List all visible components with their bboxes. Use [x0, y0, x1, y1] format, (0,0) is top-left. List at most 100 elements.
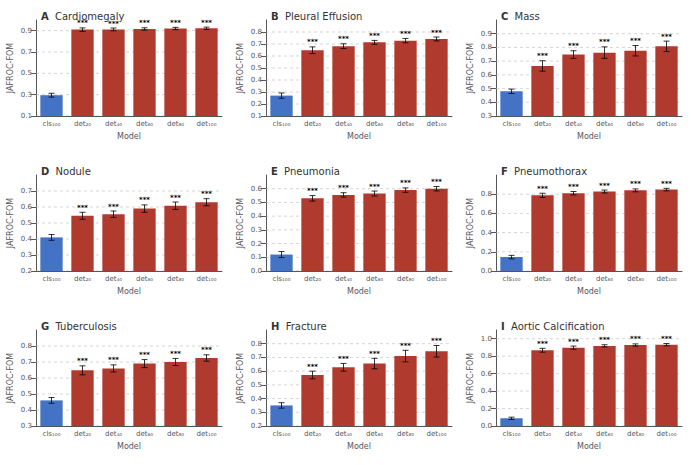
- svg-text:***: ***: [400, 342, 411, 350]
- svg-text:0.6: 0.6: [481, 209, 493, 217]
- svg-text:Pneumonia: Pneumonia: [284, 166, 340, 177]
- svg-text:det₄₀: det₄₀: [565, 430, 582, 438]
- svg-text:***: ***: [599, 182, 610, 190]
- svg-text:cls₁₀₀: cls₁₀₀: [503, 430, 521, 438]
- svg-text:det₄₀: det₄₀: [105, 275, 122, 283]
- svg-text:JAFROC-FOM: JAFROC-FOM: [466, 353, 475, 405]
- svg-text:det₂₀: det₂₀: [304, 120, 321, 128]
- svg-text:***: ***: [661, 33, 672, 41]
- svg-text:det₁₀₀: det₁₀₀: [427, 430, 447, 438]
- svg-text:0.4: 0.4: [21, 235, 33, 243]
- svg-text:***: ***: [431, 337, 442, 345]
- svg-text:***: ***: [537, 340, 548, 348]
- svg-text:Model: Model: [577, 132, 601, 141]
- svg-text:0.8: 0.8: [481, 352, 492, 360]
- svg-text:0.4: 0.4: [251, 212, 263, 220]
- svg-text:***: ***: [369, 350, 380, 358]
- svg-text:0.8: 0.8: [21, 342, 32, 350]
- svg-text:JAFROC-FOM: JAFROC-FOM: [6, 353, 15, 405]
- svg-text:det₈₀: det₈₀: [167, 275, 184, 283]
- svg-text:det₈₀: det₈₀: [627, 120, 644, 128]
- svg-text:det₈₀: det₈₀: [397, 120, 414, 128]
- svg-text:C: C: [501, 11, 508, 22]
- svg-text:***: ***: [307, 363, 318, 371]
- svg-text:0.6: 0.6: [481, 71, 493, 79]
- svg-text:cls₁₀₀: cls₁₀₀: [273, 275, 291, 283]
- svg-text:***: ***: [139, 351, 150, 359]
- svg-text:0.4: 0.4: [21, 406, 33, 414]
- svg-text:***: ***: [568, 183, 579, 191]
- svg-text:***: ***: [599, 38, 610, 46]
- svg-text:Nodule: Nodule: [56, 166, 91, 177]
- svg-text:0.6: 0.6: [251, 52, 263, 60]
- svg-text:***: ***: [170, 19, 181, 27]
- svg-text:0.4: 0.4: [481, 98, 493, 106]
- svg-text:JAFROC-FOM: JAFROC-FOM: [236, 198, 245, 250]
- svg-text:***: ***: [139, 196, 150, 204]
- svg-text:det₄₀: det₄₀: [335, 275, 352, 283]
- svg-text:0.0: 0.0: [251, 267, 262, 275]
- svg-text:0.8: 0.8: [481, 43, 492, 51]
- svg-text:F: F: [501, 166, 508, 177]
- svg-text:cls₁₀₀: cls₁₀₀: [273, 430, 291, 438]
- svg-text:***: ***: [630, 335, 641, 343]
- svg-text:det₈₀: det₈₀: [167, 430, 184, 438]
- svg-text:***: ***: [630, 37, 641, 45]
- svg-text:Model: Model: [347, 442, 371, 451]
- svg-text:det₆₀: det₆₀: [366, 120, 383, 128]
- svg-text:det₁₀₀: det₁₀₀: [657, 275, 677, 283]
- svg-text:cls₁₀₀: cls₁₀₀: [503, 120, 521, 128]
- svg-text:***: ***: [77, 357, 88, 365]
- svg-text:***: ***: [338, 355, 349, 363]
- svg-text:G: G: [41, 321, 49, 332]
- svg-text:D: D: [41, 166, 49, 177]
- svg-text:0.7: 0.7: [251, 40, 262, 48]
- svg-text:det₆₀: det₆₀: [136, 430, 153, 438]
- svg-text:Model: Model: [577, 442, 601, 451]
- svg-text:det₈₀: det₈₀: [627, 275, 644, 283]
- svg-text:***: ***: [661, 335, 672, 343]
- svg-text:0.1: 0.1: [21, 112, 32, 120]
- svg-text:0.3: 0.3: [251, 408, 262, 416]
- svg-text:0.5: 0.5: [21, 390, 32, 398]
- svg-text:det₄₀: det₄₀: [105, 430, 122, 438]
- svg-text:***: ***: [661, 180, 672, 188]
- svg-text:cls₁₀₀: cls₁₀₀: [273, 120, 291, 128]
- svg-text:***: ***: [201, 19, 212, 27]
- svg-text:Model: Model: [577, 287, 601, 296]
- svg-text:0.5: 0.5: [251, 64, 262, 72]
- svg-text:det₁₀₀: det₁₀₀: [657, 120, 677, 128]
- svg-text:det₄₀: det₄₀: [105, 120, 122, 128]
- svg-text:0.8: 0.8: [251, 28, 262, 36]
- svg-text:JAFROC-FOM: JAFROC-FOM: [6, 43, 15, 95]
- svg-text:0.9: 0.9: [481, 30, 492, 38]
- svg-text:cls₁₀₀: cls₁₀₀: [43, 120, 61, 128]
- svg-text:det₂₀: det₂₀: [534, 275, 551, 283]
- svg-text:0.6: 0.6: [251, 185, 263, 193]
- svg-text:1.0: 1.0: [481, 335, 492, 343]
- svg-text:***: ***: [599, 336, 610, 344]
- svg-text:***: ***: [369, 183, 380, 191]
- svg-text:0.8: 0.8: [481, 190, 492, 198]
- svg-text:0.7: 0.7: [251, 353, 262, 361]
- svg-text:Tuberculosis: Tuberculosis: [54, 321, 116, 332]
- svg-text:det₆₀: det₆₀: [596, 275, 613, 283]
- svg-text:Pleural Effusion: Pleural Effusion: [285, 11, 363, 22]
- svg-text:det₂₀: det₂₀: [534, 120, 551, 128]
- svg-text:JAFROC-FOM: JAFROC-FOM: [236, 43, 245, 95]
- svg-text:0.0: 0.0: [481, 267, 492, 275]
- svg-text:0.3: 0.3: [251, 226, 262, 234]
- svg-text:Model: Model: [117, 132, 141, 141]
- svg-text:det₆₀: det₆₀: [366, 430, 383, 438]
- svg-text:0.6: 0.6: [481, 370, 493, 378]
- svg-text:0.5: 0.5: [21, 69, 32, 77]
- svg-text:Aortic Calcification: Aortic Calcification: [511, 321, 605, 332]
- svg-text:JAFROC-FOM: JAFROC-FOM: [6, 198, 15, 250]
- svg-text:0.5: 0.5: [251, 381, 262, 389]
- svg-text:det₄₀: det₄₀: [335, 120, 352, 128]
- svg-text:Pneumothorax: Pneumothorax: [514, 166, 587, 177]
- svg-text:0.0: 0.0: [481, 422, 492, 430]
- svg-text:***: ***: [170, 194, 181, 202]
- svg-text:***: ***: [201, 346, 212, 354]
- svg-text:cls₁₀₀: cls₁₀₀: [43, 430, 61, 438]
